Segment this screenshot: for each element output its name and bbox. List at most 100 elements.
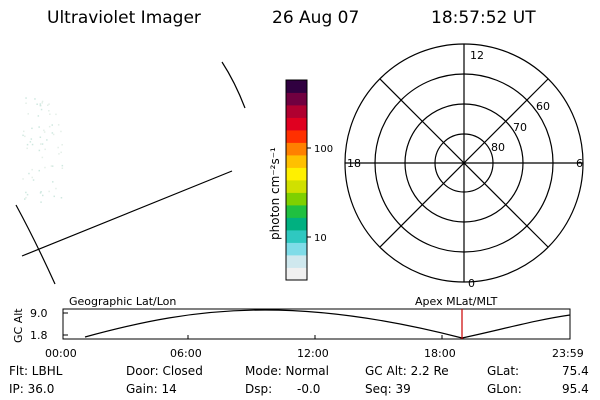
emission-speckle — [51, 132, 54, 134]
emission-speckle — [41, 156, 44, 159]
orbit-plot: Geographic Lat/Lon Apex MLat/MLT 9.0 1.8… — [12, 295, 584, 360]
emission-speckle — [50, 165, 53, 167]
emission-speckle — [47, 104, 49, 106]
emission-speckle — [39, 136, 42, 138]
glat-label: GLat: — [487, 364, 520, 378]
emission-speckle — [38, 169, 40, 172]
polar-labels: 12 18 6 0 60 70 80 — [347, 49, 583, 290]
emission-speckle — [40, 143, 42, 145]
colorbar-segment — [286, 92, 307, 106]
emission-speckle — [42, 194, 44, 197]
earth-limb-lower-arc — [15, 204, 56, 285]
colorbar-segment — [286, 230, 307, 243]
dsp-label: Dsp: — [245, 382, 273, 396]
emission-speckle — [43, 131, 46, 133]
emission-speckle — [41, 143, 44, 145]
time-label: 18:57:52 UT — [431, 8, 536, 28]
emission-speckle — [48, 103, 50, 105]
emission-speckle — [31, 176, 33, 179]
emission-speckle — [55, 187, 57, 190]
x-tick-label-0000: 00:00 — [45, 347, 77, 360]
emission-speckle — [26, 143, 29, 146]
emission-speckle — [51, 124, 53, 126]
emission-speckle — [37, 115, 40, 117]
glon-label: GLon: — [487, 382, 522, 396]
emission-speckle — [31, 168, 33, 171]
door-status: Door: Closed — [126, 364, 203, 378]
emission-speckle — [57, 146, 59, 149]
emission-speckle — [31, 127, 33, 130]
emission-speckle — [24, 135, 26, 138]
x-tick-label-1200: 12:00 — [297, 347, 329, 360]
colorbar-segment — [286, 105, 307, 118]
emission-speckle — [57, 124, 60, 126]
mlat-label-60: 60 — [536, 100, 550, 113]
emission-speckle — [53, 195, 55, 198]
emission-speckle — [22, 134, 24, 137]
emission-speckle — [41, 100, 44, 103]
emission-speckle — [61, 167, 64, 169]
gc-alt-status: GC Alt: 2.2 Re — [365, 364, 449, 378]
colorbar-segment — [286, 80, 307, 93]
emission-speckle — [29, 141, 32, 143]
dsp-value: -0.0 — [297, 382, 321, 396]
emission-speckle — [22, 178, 24, 180]
emission-speckle — [27, 113, 29, 115]
colorbar-unit-label: photon cm⁻²s⁻¹ — [268, 147, 282, 240]
emission-speckle — [51, 165, 54, 167]
mlat-label-80: 80 — [491, 141, 505, 154]
emission-speckle — [52, 133, 55, 136]
colorbar-segment — [286, 217, 307, 231]
mlt-label-6: 6 — [576, 157, 583, 170]
colorbar-segment — [286, 267, 307, 281]
glon-value: 95.4 — [562, 382, 589, 396]
emission-speckle — [48, 125, 51, 128]
emission-speckle — [26, 193, 29, 196]
emission-speckle — [61, 164, 64, 167]
emission-speckle — [43, 129, 45, 132]
emission-speckle — [25, 102, 27, 104]
emission-speckle — [39, 103, 42, 105]
mlt-label-12: 12 — [470, 49, 484, 62]
emission-speckle — [39, 104, 42, 107]
filter-status: Flt: LBHL — [9, 364, 63, 378]
geographic-grid-line — [21, 170, 233, 257]
seq-status: Seq: 39 — [365, 382, 411, 396]
emission-speckle — [31, 143, 34, 146]
emission-speckle — [36, 103, 38, 105]
instrument-title: Ultraviolet Imager — [47, 8, 201, 28]
x-tick-label-0600: 06:00 — [170, 347, 202, 360]
x-tick-label-1800: 18:00 — [424, 347, 456, 360]
emission-speckle — [49, 113, 51, 115]
colorbar-segment — [286, 142, 307, 156]
emission-speckle — [28, 172, 30, 175]
emission-speckle — [44, 148, 46, 151]
colorbar-segment — [286, 155, 307, 168]
mlt-label-18: 18 — [347, 157, 361, 170]
colorbar: 100 10 photon cm⁻²s⁻¹ — [268, 79, 333, 281]
mlt-label-0: 0 — [468, 277, 475, 290]
mlat-label-70: 70 — [513, 121, 527, 134]
y-axis-label: GC Alt — [12, 308, 25, 343]
emission-speckle — [60, 151, 62, 154]
earth-limb-upper-arc — [221, 61, 246, 109]
colorbar-tick-label-10: 10 — [314, 233, 327, 244]
emission-speckle — [25, 97, 27, 99]
emission-speckle — [30, 138, 33, 140]
emission-speckle — [58, 153, 60, 155]
emission-speckle — [40, 201, 42, 203]
emission-speckle — [26, 147, 28, 150]
colorbar-segment — [286, 167, 307, 181]
emission-speckle — [34, 98, 36, 100]
emission-speckle — [46, 139, 48, 141]
emission-speckle — [38, 149, 41, 152]
emission-speckle — [52, 181, 54, 183]
emission-speckle — [60, 130, 62, 133]
colorbar-segment — [286, 192, 307, 206]
orbit-plot-left-title: Geographic Lat/Lon — [69, 295, 176, 308]
emission-speckle — [32, 179, 35, 181]
colorbar-segment — [286, 255, 307, 268]
polar-grid — [344, 43, 584, 283]
glat-value: 75.4 — [562, 364, 589, 378]
